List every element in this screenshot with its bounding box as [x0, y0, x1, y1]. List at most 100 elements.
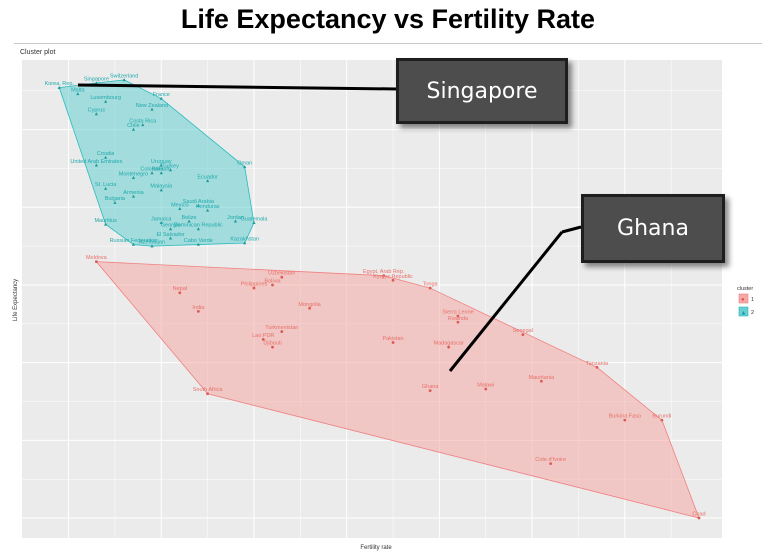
ghana-pointer-line-elbow [561, 225, 582, 234]
data-point-switzerland [122, 78, 126, 82]
data-point-pakistan [391, 341, 395, 344]
point-label-malawi: Malawi [477, 383, 494, 389]
data-point-cyprus [94, 112, 98, 116]
data-point-luxembourg [104, 99, 108, 103]
data-point-azerbaijan [150, 244, 154, 248]
legend-key-1 [738, 293, 749, 304]
data-point-sierra-leone [456, 314, 460, 318]
singapore-callout: Singapore [396, 58, 568, 124]
point-label-cyprus: Cyprus [88, 108, 106, 114]
data-point-chile [131, 127, 136, 131]
data-point-france [159, 96, 163, 100]
legend-label-2: 2 [751, 310, 754, 316]
data-point-dominican-republic [196, 227, 200, 231]
data-point-croatia [104, 155, 108, 159]
point-label-senegal: Senegal [513, 328, 533, 334]
point-label-turkmenistan: Turkmenistan [265, 325, 298, 331]
point-label-bolivia: Bolivia [264, 278, 281, 284]
data-point-costa-rica [141, 123, 145, 127]
ghana-callout: Ghana [581, 194, 725, 263]
data-point-saudi-arabia [196, 203, 200, 207]
data-point-ghana [428, 389, 432, 393]
data-point-jordan [233, 219, 238, 223]
data-point-madagascar [447, 345, 451, 349]
data-point-india [196, 309, 200, 313]
point-label-jamaica: Jamaica [151, 216, 172, 222]
data-point-new-zealand [150, 107, 154, 111]
point-label-rwanda: Rwanda [448, 316, 469, 322]
point-label-mauritius: Mauritius [94, 218, 117, 224]
legend-key-1-symbol: ● [741, 297, 745, 303]
point-label-guatemala: Guatemala [241, 216, 269, 222]
point-label-new-zealand: New Zealand [136, 103, 168, 109]
point-label-montenegro: Montenegro [119, 171, 148, 177]
point-label-united-arab-emirates: United Arab Emirates [70, 159, 122, 165]
point-label-luxembourg: Luxembourg [90, 95, 121, 101]
data-point-bulgaria [113, 200, 117, 204]
singapore-pointer-line [77, 83, 397, 91]
data-point-united-arab-emirates [94, 163, 98, 167]
data-point-st-lucia [104, 186, 108, 190]
point-label-chile: Chile [127, 123, 140, 129]
data-point-burundi [660, 418, 664, 422]
point-label-moldova: Moldova [86, 255, 108, 261]
point-label-mongolia: Mongolia [298, 302, 321, 308]
data-point-tonga [428, 286, 432, 290]
data-point-mauritania [539, 379, 543, 383]
point-label-mexico: Mexico [171, 202, 188, 208]
data-point-bolivia [271, 283, 274, 287]
data-point-moldova [94, 260, 98, 264]
point-label-costa-rica: Costa Rica [129, 118, 157, 124]
data-point-south-africa [206, 392, 210, 396]
point-label-india: India [192, 305, 205, 311]
point-label-sierra-leone: Sierra Leone [442, 310, 474, 316]
point-label-malta: Malta [71, 87, 85, 93]
data-point-uruguay [159, 163, 163, 167]
point-label-tanzania: Tanzania [586, 361, 609, 367]
point-label-uzbekistan: Uzbekistan [268, 271, 295, 277]
data-point-malaysia [159, 188, 163, 192]
data-point-egypt-arab-rep- [382, 274, 386, 278]
point-label-france: France [153, 92, 170, 98]
point-label-saudi-arabia: Saudi Arabia [183, 199, 215, 205]
point-label-honduras: Honduras [196, 204, 220, 210]
point-label-pakistan: Pakistan [382, 336, 403, 342]
legend-key-2 [738, 306, 749, 317]
data-point-turkmenistan [280, 330, 284, 333]
legend-key-2-symbol: ▲ [741, 311, 747, 317]
point-label-st-lucia: St. Lucia [95, 182, 117, 188]
point-label-burundi: Burundi [652, 414, 671, 420]
data-point-jamaica [159, 221, 163, 225]
data-point-mongolia [308, 306, 311, 310]
data-point-cabo-verde [196, 242, 200, 246]
data-point-mexico [178, 207, 182, 211]
data-point-colombia [150, 171, 154, 175]
data-point-turkey [168, 168, 173, 172]
point-label-south-africa: South Africa [193, 387, 224, 393]
legend-title: cluster [737, 286, 753, 292]
point-label-el-salvador: El Salvador [156, 232, 184, 238]
data-point-kyrgyz-republic [391, 278, 395, 282]
data-point-kazakhstan [243, 241, 247, 245]
data-point-guatemala [252, 221, 256, 225]
x-axis-label: Fertility rate [360, 545, 392, 551]
point-label-croatia: Croatia [97, 151, 116, 157]
data-point-honduras [206, 208, 210, 212]
point-label-russian-federation: Russian Federation [110, 238, 158, 244]
point-label-cote-d-ivoire: Cote d'Ivoire [535, 457, 566, 463]
point-label-malaysia: Malaysia [150, 184, 173, 190]
point-label-mauritania: Mauritania [529, 375, 556, 381]
ghana-pointer-line [448, 231, 564, 372]
point-label-bahrain: Bahrain [152, 167, 171, 173]
data-point-senegal [521, 333, 525, 337]
point-label-kazakhstan: Kazakhstan [230, 237, 259, 243]
data-point-oman [243, 165, 247, 169]
data-point-rwanda [456, 320, 460, 324]
data-point-el-salvador [168, 236, 173, 240]
data-point-burkina-faso [623, 418, 627, 422]
data-point-singapore [94, 81, 98, 85]
point-label-lao-pdr: Lao PDR [252, 333, 274, 339]
point-label-turkey: Turkey [162, 164, 179, 170]
point-label-oman: Oman [237, 160, 252, 166]
point-label-burkina-faso: Burkina Faso [609, 414, 641, 420]
